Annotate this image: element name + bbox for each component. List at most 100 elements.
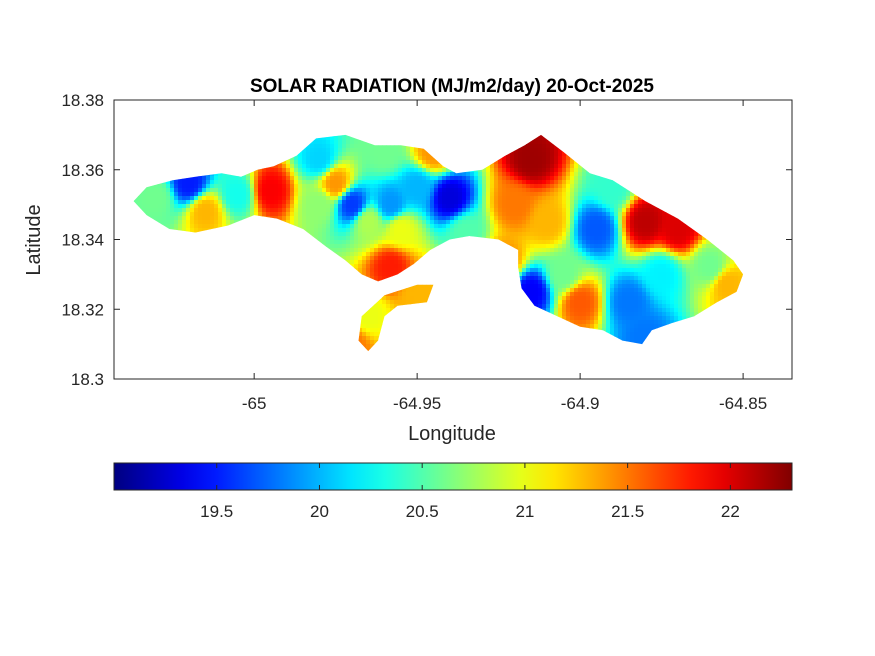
map-cell [370, 324, 375, 329]
map-cell [302, 280, 307, 285]
map-cell [390, 264, 395, 269]
map-cell [350, 260, 355, 265]
map-cell [234, 268, 239, 273]
map-cell [294, 228, 299, 233]
map-cell [218, 292, 223, 297]
map-cell [222, 356, 226, 360]
map-cell [174, 212, 179, 217]
map-cell [210, 220, 215, 225]
map-cell [190, 360, 194, 364]
map-cell [146, 252, 151, 257]
map-cell [358, 280, 363, 285]
map-cell [126, 152, 130, 156]
map-cell [286, 332, 291, 337]
map-cell [190, 228, 195, 233]
map-cell [194, 204, 199, 209]
map-cell [290, 236, 295, 241]
map-cell [278, 116, 282, 120]
map-cell [126, 236, 130, 240]
map-cell [202, 140, 207, 145]
map-cell [274, 252, 279, 257]
map-cell [186, 124, 190, 128]
map-cell [238, 316, 243, 321]
map-cell [210, 184, 215, 189]
map-cell [150, 324, 155, 329]
map-cell [134, 280, 139, 285]
map-cell [270, 248, 275, 253]
map-cell [370, 288, 375, 293]
map-cell [322, 272, 327, 277]
map-cell [354, 164, 359, 169]
map-cell [138, 296, 143, 301]
map-cell [322, 124, 326, 128]
map-cell [198, 276, 203, 281]
map-cell [314, 248, 319, 253]
map-cell [250, 340, 255, 345]
map-cell [198, 248, 203, 253]
map-cell [322, 296, 327, 301]
map-cell [206, 312, 211, 317]
map-cell [262, 348, 267, 352]
map-cell [362, 272, 367, 277]
map-cell [198, 204, 203, 209]
map-cell [298, 320, 303, 325]
map-cell [182, 344, 187, 349]
map-cell [302, 128, 306, 132]
map-cell [334, 112, 338, 116]
map-cell [278, 284, 283, 289]
map-cell [166, 228, 171, 233]
map-cell [358, 224, 363, 229]
map-cell [374, 348, 379, 352]
map-cell [122, 152, 126, 156]
map-cell [334, 288, 339, 293]
map-cell [270, 268, 275, 273]
map-cell [310, 236, 315, 241]
map-cell [222, 328, 227, 333]
map-cell [210, 228, 215, 233]
map-cell [146, 316, 151, 321]
map-cell [222, 148, 227, 153]
map-cell [334, 232, 339, 237]
map-cell [374, 320, 379, 325]
map-cell [346, 100, 350, 104]
map-cell [114, 208, 118, 212]
map-cell [298, 208, 303, 213]
map-cell [338, 128, 342, 132]
map-cell [326, 364, 330, 368]
map-cell [294, 240, 299, 245]
map-cell [386, 308, 391, 313]
map-cell [298, 236, 303, 241]
map-cell [250, 332, 255, 337]
map-cell [222, 252, 227, 257]
map-cell [133, 160, 135, 165]
map-cell [382, 268, 387, 273]
map-cell [346, 140, 351, 145]
map-cell [338, 264, 343, 269]
map-cell [378, 368, 382, 372]
map-cell [390, 356, 394, 360]
map-cell [218, 236, 223, 241]
map-cell [214, 288, 219, 293]
map-cell [366, 324, 371, 329]
map-cell [274, 124, 278, 128]
map-cell [118, 312, 122, 316]
map-cell [162, 328, 167, 333]
map-cell [286, 134, 291, 137]
map-cell [310, 124, 314, 128]
map-cell [354, 134, 359, 137]
map-cell [190, 348, 195, 352]
map-cell [242, 192, 247, 197]
map-cell [254, 284, 259, 289]
map-cell [318, 240, 323, 245]
map-cell [370, 144, 375, 149]
map-cell [262, 272, 267, 277]
map-cell [238, 180, 243, 185]
map-cell [342, 140, 347, 145]
map-cell [378, 336, 383, 341]
map-cell [354, 172, 359, 177]
map-cell [254, 296, 259, 301]
map-cell [222, 172, 227, 177]
map-cell [338, 368, 342, 372]
map-cell [282, 168, 287, 173]
map-cell [178, 216, 183, 221]
